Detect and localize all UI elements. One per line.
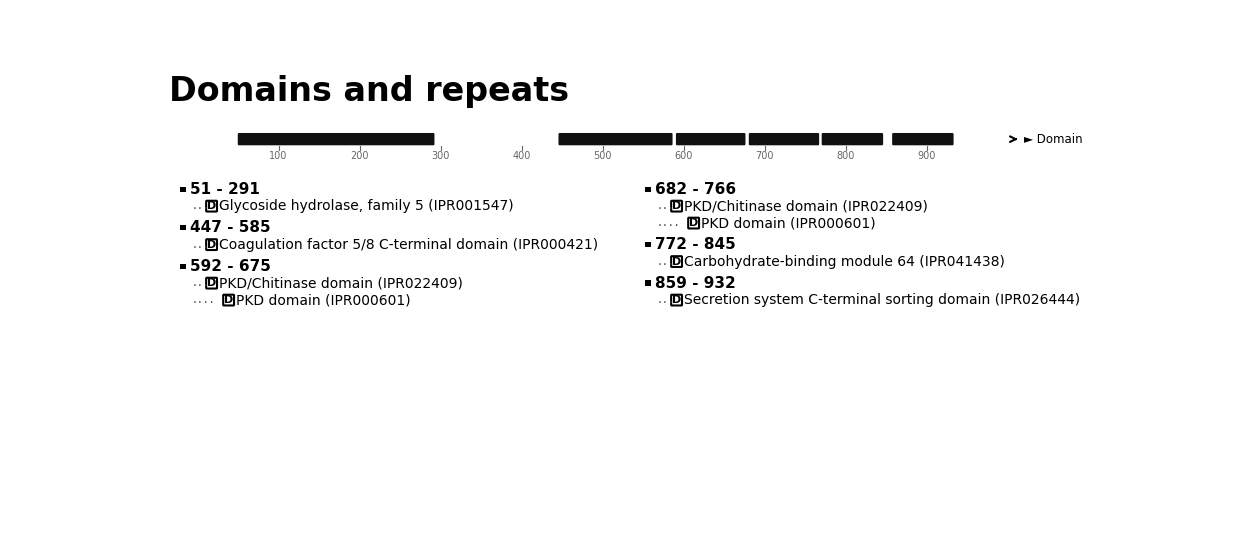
Text: ...: ... xyxy=(191,278,210,288)
FancyBboxPatch shape xyxy=(238,133,434,145)
Text: ► Domain: ► Domain xyxy=(1024,133,1083,146)
FancyBboxPatch shape xyxy=(206,278,217,289)
FancyBboxPatch shape xyxy=(822,133,883,145)
Text: ...: ... xyxy=(191,240,210,250)
Text: Carbohydrate-binding module 64 (IPR041438): Carbohydrate-binding module 64 (IPR04143… xyxy=(684,255,1006,268)
Bar xyxy=(645,242,651,248)
Text: 400: 400 xyxy=(512,151,531,161)
Bar xyxy=(180,263,186,269)
FancyBboxPatch shape xyxy=(206,239,217,250)
FancyBboxPatch shape xyxy=(671,201,682,212)
Text: D: D xyxy=(224,295,233,305)
Text: ...: ... xyxy=(656,257,675,267)
Text: PKD/Chitinase domain (IPR022409): PKD/Chitinase domain (IPR022409) xyxy=(684,199,929,213)
Text: Coagulation factor 5/8 C-terminal domain (IPR000421): Coagulation factor 5/8 C-terminal domain… xyxy=(219,238,599,252)
Text: 900: 900 xyxy=(918,151,936,161)
Text: 800: 800 xyxy=(836,151,854,161)
Text: D: D xyxy=(207,201,216,211)
Bar xyxy=(645,280,651,286)
Text: 600: 600 xyxy=(675,151,693,161)
Text: 200: 200 xyxy=(351,151,368,161)
Text: 700: 700 xyxy=(755,151,774,161)
Text: PKD/Chitinase domain (IPR022409): PKD/Chitinase domain (IPR022409) xyxy=(219,276,464,290)
Text: 772 - 845: 772 - 845 xyxy=(655,237,735,252)
Text: 100: 100 xyxy=(269,151,288,161)
Text: 682 - 766: 682 - 766 xyxy=(655,182,737,197)
Text: D: D xyxy=(207,240,216,250)
FancyBboxPatch shape xyxy=(749,133,820,145)
Text: D: D xyxy=(672,257,681,267)
Text: ....: .... xyxy=(656,218,680,228)
Text: 300: 300 xyxy=(432,151,450,161)
Text: 859 - 932: 859 - 932 xyxy=(655,276,735,290)
Text: 51 - 291: 51 - 291 xyxy=(190,182,259,197)
FancyBboxPatch shape xyxy=(676,133,745,145)
Text: ...: ... xyxy=(191,201,210,211)
Bar xyxy=(180,225,186,230)
Text: 500: 500 xyxy=(593,151,611,161)
Text: Domains and repeats: Domains and repeats xyxy=(169,75,569,108)
FancyBboxPatch shape xyxy=(671,256,682,267)
Text: Glycoside hydrolase, family 5 (IPR001547): Glycoside hydrolase, family 5 (IPR001547… xyxy=(219,199,513,213)
Text: D: D xyxy=(207,278,216,288)
Text: 447 - 585: 447 - 585 xyxy=(190,220,270,235)
Text: PKD domain (IPR000601): PKD domain (IPR000601) xyxy=(702,216,875,230)
FancyBboxPatch shape xyxy=(206,201,217,212)
Text: ....: .... xyxy=(191,295,215,305)
Bar xyxy=(180,186,186,192)
FancyBboxPatch shape xyxy=(671,295,682,305)
FancyBboxPatch shape xyxy=(223,295,234,305)
Text: D: D xyxy=(672,201,681,211)
FancyBboxPatch shape xyxy=(892,133,954,145)
Text: PKD domain (IPR000601): PKD domain (IPR000601) xyxy=(237,293,410,307)
FancyBboxPatch shape xyxy=(558,133,672,145)
Text: D: D xyxy=(689,218,698,228)
Text: ...: ... xyxy=(656,201,675,211)
Text: 592 - 675: 592 - 675 xyxy=(190,258,270,274)
Bar xyxy=(645,186,651,192)
Text: D: D xyxy=(672,295,681,305)
Text: ...: ... xyxy=(656,295,675,305)
FancyBboxPatch shape xyxy=(688,218,699,228)
Text: Secretion system C-terminal sorting domain (IPR026444): Secretion system C-terminal sorting doma… xyxy=(684,293,1080,307)
